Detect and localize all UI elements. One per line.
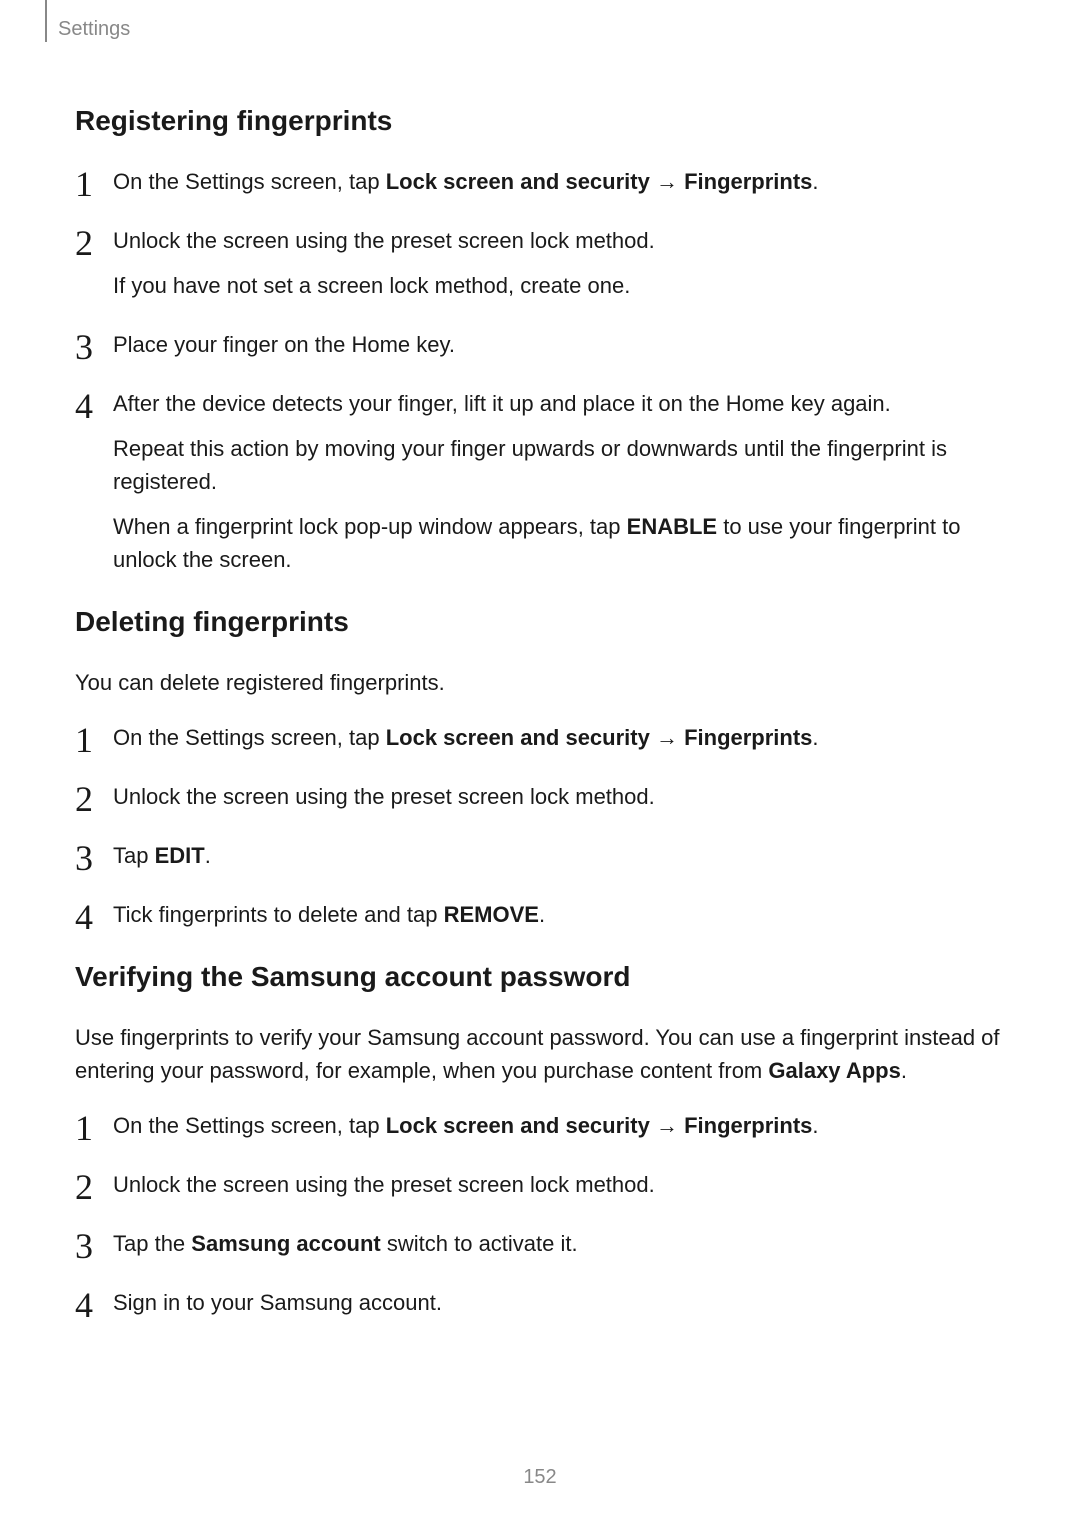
header-section: Settings: [58, 18, 130, 41]
step-text: Place your finger on the Home key.: [113, 332, 455, 357]
step-item: Sign in to your Samsung account.: [75, 1286, 1005, 1319]
step-text: Sign in to your Samsung account.: [113, 1290, 442, 1315]
step-item: On the Settings screen, tap Lock screen …: [75, 1109, 1005, 1142]
step-text: Unlock the screen using the preset scree…: [113, 784, 655, 809]
step-list: On the Settings screen, tap Lock screen …: [75, 165, 1005, 576]
step-text: Tap the Samsung account switch to activa…: [113, 1231, 578, 1256]
step-item: Unlock the screen using the preset scree…: [75, 780, 1005, 813]
section-intro: Use fingerprints to verify your Samsung …: [75, 1021, 1005, 1087]
step-item: After the device detects your finger, li…: [75, 387, 1005, 576]
step-extra: When a fingerprint lock pop-up window ap…: [113, 510, 1005, 576]
page: Settings Registering fingerprints On the…: [0, 0, 1080, 1527]
step-item: Unlock the screen using the preset scree…: [75, 224, 1005, 302]
page-number: 152: [0, 1466, 1080, 1489]
page-content: Registering fingerprints On the Settings…: [75, 20, 1005, 1319]
step-item: Place your finger on the Home key.: [75, 328, 1005, 361]
step-text: Unlock the screen using the preset scree…: [113, 1172, 655, 1197]
step-text: On the Settings screen, tap Lock screen …: [113, 1113, 819, 1138]
step-text: Tap EDIT.: [113, 843, 211, 868]
section-title: Verifying the Samsung account password: [75, 961, 1005, 993]
section-title: Deleting fingerprints: [75, 606, 1005, 638]
step-extra: If you have not set a screen lock method…: [113, 269, 1005, 302]
step-item: On the Settings screen, tap Lock screen …: [75, 165, 1005, 198]
section-intro: You can delete registered fingerprints.: [75, 666, 1005, 699]
step-text: Tick fingerprints to delete and tap REMO…: [113, 902, 545, 927]
step-item: Tap the Samsung account switch to activa…: [75, 1227, 1005, 1260]
step-item: Tap EDIT.: [75, 839, 1005, 872]
step-text: Unlock the screen using the preset scree…: [113, 228, 655, 253]
step-item: On the Settings screen, tap Lock screen …: [75, 721, 1005, 754]
step-item: Unlock the screen using the preset scree…: [75, 1168, 1005, 1201]
header-rule: [45, 0, 47, 42]
step-extra: Repeat this action by moving your finger…: [113, 432, 1005, 498]
step-list: On the Settings screen, tap Lock screen …: [75, 1109, 1005, 1319]
step-text: After the device detects your finger, li…: [113, 391, 891, 416]
step-item: Tick fingerprints to delete and tap REMO…: [75, 898, 1005, 931]
section-title: Registering fingerprints: [75, 105, 1005, 137]
step-list: On the Settings screen, tap Lock screen …: [75, 721, 1005, 931]
step-text: On the Settings screen, tap Lock screen …: [113, 725, 819, 750]
step-text: On the Settings screen, tap Lock screen …: [113, 169, 819, 194]
